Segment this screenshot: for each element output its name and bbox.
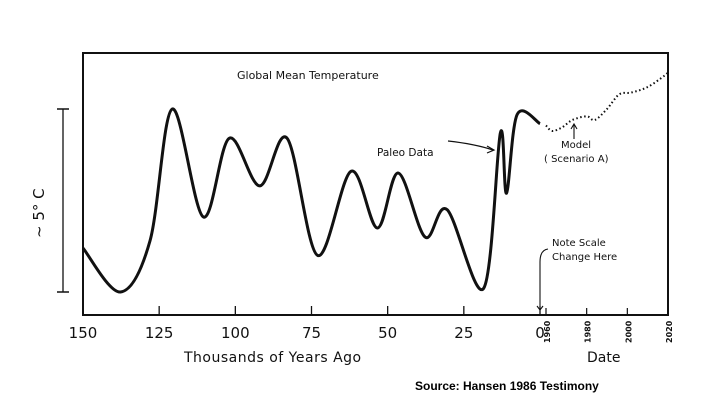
plot-frame: [82, 52, 669, 316]
chart-title: Global Mean Temperature: [237, 69, 379, 82]
x2-axis-label: Date: [587, 350, 620, 366]
x-tick-label: 25: [454, 324, 473, 342]
model-scenario-label: ( Scenario A): [544, 154, 609, 165]
x2-tick-label: 1960: [543, 320, 552, 343]
x-axis-label: Thousands of Years Ago: [183, 350, 362, 366]
x-tick-label: 0: [535, 324, 545, 342]
scale-change-label-line2: Change Here: [552, 252, 617, 263]
paleo-data-line: [81, 107, 541, 294]
y-scale-label: ~ 5° C: [30, 188, 48, 238]
x-tick-label: 50: [378, 324, 397, 342]
x-tick-label: 125: [145, 324, 174, 342]
x-tick-label: 75: [302, 324, 321, 342]
x-tick-label: 150: [69, 324, 98, 342]
paleo-arrowhead-icon: [486, 145, 496, 154]
paleo-arrow: [447, 140, 494, 151]
source-caption: Source: Hansen 1986 Testimony: [415, 379, 599, 393]
x2-tick-label: 1980: [584, 320, 593, 343]
paleo-data-label: Paleo Data: [377, 147, 434, 159]
x-tick-label: 100: [221, 324, 250, 342]
scale-change-arrowhead-icon: [536, 305, 544, 311]
scale-change-pointer: [539, 248, 549, 306]
model-scenario-a-line: [545, 71, 669, 132]
x2-tick-label: 2000: [624, 320, 633, 343]
model-label: Model: [561, 140, 591, 151]
x2-tick-label: 2020: [665, 320, 674, 343]
scale-change-label-line1: Note Scale: [552, 238, 606, 249]
model-arrowhead-icon: [570, 122, 578, 130]
